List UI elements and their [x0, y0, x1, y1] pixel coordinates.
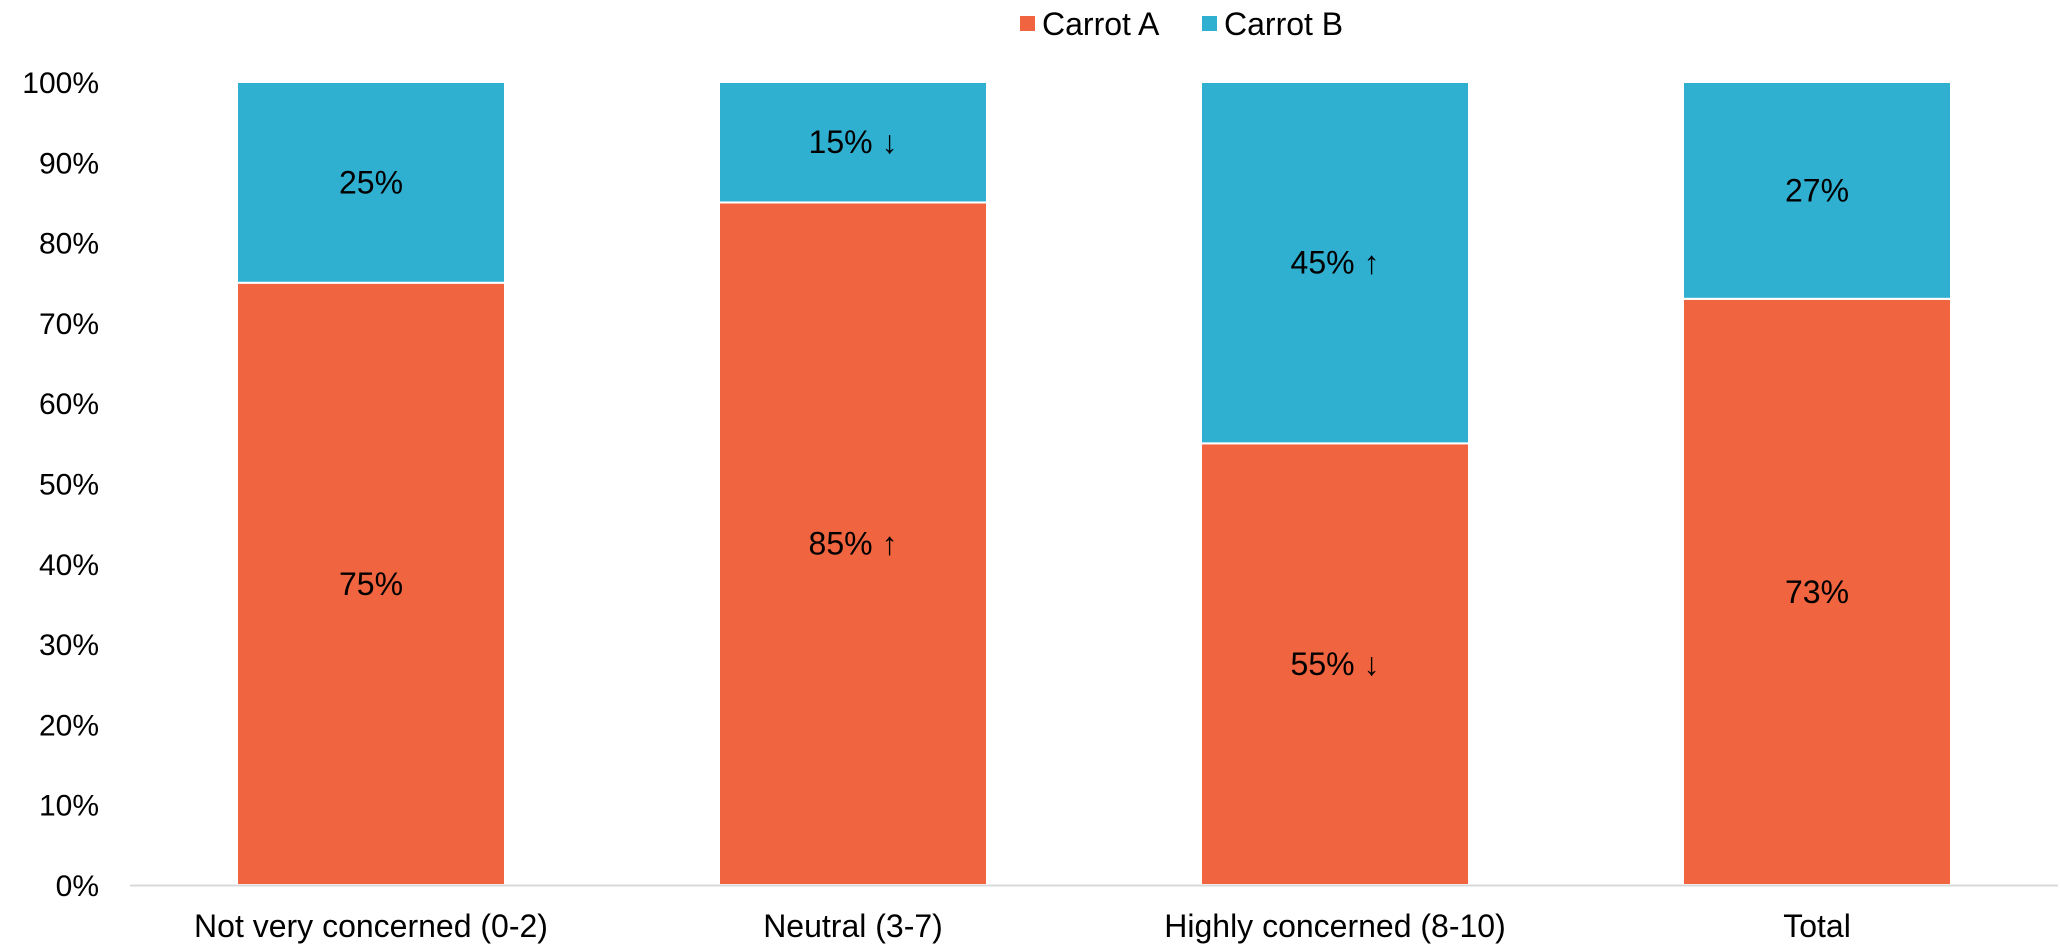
- bar-carrot-a-highly-concerned-8-10: [1200, 442, 1470, 886]
- bars: [236, 81, 1952, 886]
- y-tick-label: 40%: [39, 549, 99, 582]
- y-tick-label: 80%: [39, 228, 99, 261]
- data-label-carrot-a-neutral-3-7: 85% ↑: [809, 526, 898, 562]
- bar-carrot-a-total: [1682, 297, 1952, 886]
- legend-swatch-carrot-b: [1202, 16, 1217, 31]
- y-axis: 0% 10% 20% 30% 40% 50% 60% 70% 80% 90% 100%: [22, 67, 99, 903]
- data-labels: 75% 25% 85% ↑ 15% ↓ 55% ↓ 45% ↑ 73% 27%: [339, 124, 1849, 682]
- legend-label-carrot-a: Carrot A: [1042, 6, 1160, 42]
- y-tick-label: 70%: [39, 308, 99, 341]
- bar-carrot-b-not-very-concerned-0-2: [236, 81, 506, 284]
- y-tick-label: 100%: [22, 67, 99, 100]
- bar-carrot-a-not-very-concerned-0-2: [236, 281, 506, 886]
- data-label-carrot-a-not-very-concerned-0-2: 75%: [339, 566, 403, 602]
- data-label-carrot-b-total: 27%: [1785, 172, 1849, 208]
- x-axis: Not very concerned (0-2) Neutral (3-7) Hig…: [130, 884, 2058, 944]
- data-label-carrot-b-neutral-3-7: 15% ↓: [809, 124, 898, 160]
- y-tick-label: 90%: [39, 147, 99, 180]
- bar-carrot-b-neutral-3-7: [718, 81, 988, 204]
- data-label-carrot-a-total: 73%: [1785, 574, 1849, 610]
- x-category-label: Total: [1783, 908, 1851, 944]
- legend-swatch-carrot-a: [1020, 16, 1035, 31]
- x-category-label: Not very concerned (0-2): [194, 908, 548, 944]
- y-tick-label: 0%: [56, 870, 99, 903]
- y-tick-label: 60%: [39, 388, 99, 421]
- bar-carrot-b-total: [1682, 81, 1952, 300]
- y-tick-label: 50%: [39, 469, 99, 502]
- data-label-carrot-a-highly-concerned-8-10: 55% ↓: [1291, 646, 1380, 682]
- y-tick-label: 30%: [39, 629, 99, 662]
- x-category-label: Neutral (3-7): [763, 908, 943, 944]
- y-tick-label: 20%: [39, 709, 99, 742]
- x-category-label: Highly concerned (8-10): [1164, 908, 1506, 944]
- legend-label-carrot-b: Carrot B: [1224, 6, 1343, 42]
- data-label-carrot-b-not-very-concerned-0-2: 25%: [339, 164, 403, 200]
- data-label-carrot-b-highly-concerned-8-10: 45% ↑: [1291, 245, 1380, 281]
- chart-legend: Carrot A Carrot B: [1020, 6, 1343, 42]
- bar-carrot-b-highly-concerned-8-10: [1200, 81, 1470, 445]
- y-tick-label: 10%: [39, 790, 99, 823]
